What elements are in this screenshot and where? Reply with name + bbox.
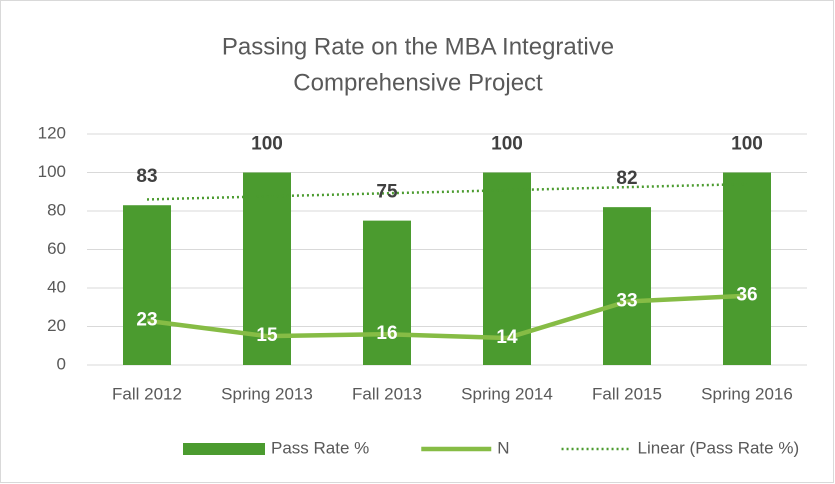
bar xyxy=(123,205,171,365)
x-tick-label: Fall 2012 xyxy=(112,384,182,403)
value-label: 33 xyxy=(616,290,637,311)
legend-label: N xyxy=(497,438,509,457)
bar xyxy=(603,207,651,365)
value-label: 100 xyxy=(251,134,283,155)
x-tick-label: Fall 2013 xyxy=(352,384,422,403)
chart-title: Passing Rate on the MBA Integrative xyxy=(222,33,614,60)
y-tick-label: 20 xyxy=(47,316,66,335)
value-label: 23 xyxy=(136,310,157,331)
chart-title: Comprehensive Project xyxy=(293,69,543,96)
value-label: 15 xyxy=(256,325,278,346)
x-tick-label: Spring 2014 xyxy=(461,384,553,403)
legend-label: Linear (Pass Rate %) xyxy=(638,438,800,457)
y-tick-label: 0 xyxy=(57,354,66,373)
value-label: 100 xyxy=(731,134,763,155)
x-tick-label: Fall 2015 xyxy=(592,384,662,403)
y-tick-label: 120 xyxy=(38,123,66,142)
line xyxy=(146,293,748,341)
trendline xyxy=(146,182,748,201)
value-label: 75 xyxy=(376,182,398,203)
x-tick-label: Spring 2016 xyxy=(701,384,793,403)
value-label: 82 xyxy=(616,168,637,189)
y-tick-label: 100 xyxy=(38,162,66,181)
value-label: 100 xyxy=(491,134,523,155)
y-tick-label: 40 xyxy=(47,277,66,296)
legend-swatch xyxy=(183,443,265,455)
x-tick-label: Spring 2013 xyxy=(221,384,313,403)
y-tick-label: 60 xyxy=(47,239,66,258)
y-tick-label: 80 xyxy=(47,200,66,219)
value-label: 36 xyxy=(736,285,757,306)
value-label: 14 xyxy=(496,327,518,348)
value-label: 16 xyxy=(376,323,397,344)
legend-label: Pass Rate % xyxy=(271,438,369,457)
bar xyxy=(363,220,411,365)
value-label: 83 xyxy=(136,166,157,187)
bar xyxy=(723,172,771,365)
